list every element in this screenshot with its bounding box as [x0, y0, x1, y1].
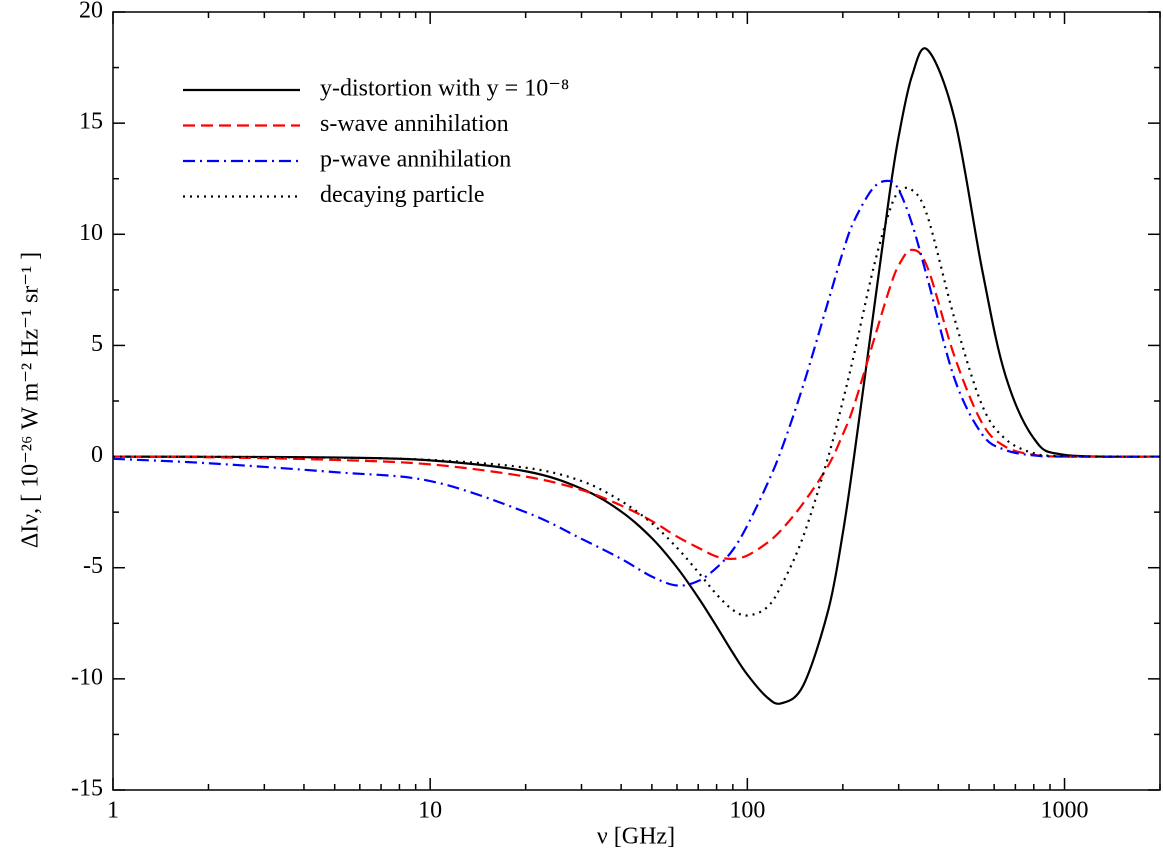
x-tick-label: 1 [107, 798, 119, 824]
y-tick-label: -5 [83, 553, 103, 579]
x-tick-label: 100 [729, 798, 765, 824]
x-axis-label: ν [GHz] [597, 824, 675, 850]
x-tick-label: 1000 [1041, 798, 1089, 824]
y-tick-label: 15 [79, 109, 103, 135]
data-line [112, 186, 1161, 617]
data-line [112, 179, 1161, 587]
y-tick-label: 0 [91, 442, 103, 468]
y-tick-label: -15 [71, 776, 103, 802]
data-line [112, 47, 1161, 705]
x-tick-label: 10 [418, 798, 442, 824]
plot-frame [112, 11, 1161, 791]
y-tick-label: -10 [71, 664, 103, 690]
legend-label: y-distortion with y = 10⁻⁸ [320, 76, 569, 102]
legend-label: s-wave annihilation [320, 111, 509, 137]
y-axis-label: ΔIν, [ 10⁻²⁶ W m⁻² Hz⁻¹ sr⁻¹ ] [18, 252, 44, 548]
data-line [112, 248, 1161, 560]
y-tick-label: 5 [91, 331, 103, 357]
legend-label: decaying particle [320, 182, 485, 208]
y-tick-label: 10 [79, 220, 103, 246]
legend-label: p-wave annihilation [320, 147, 511, 173]
y-tick-label: 20 [79, 0, 103, 24]
